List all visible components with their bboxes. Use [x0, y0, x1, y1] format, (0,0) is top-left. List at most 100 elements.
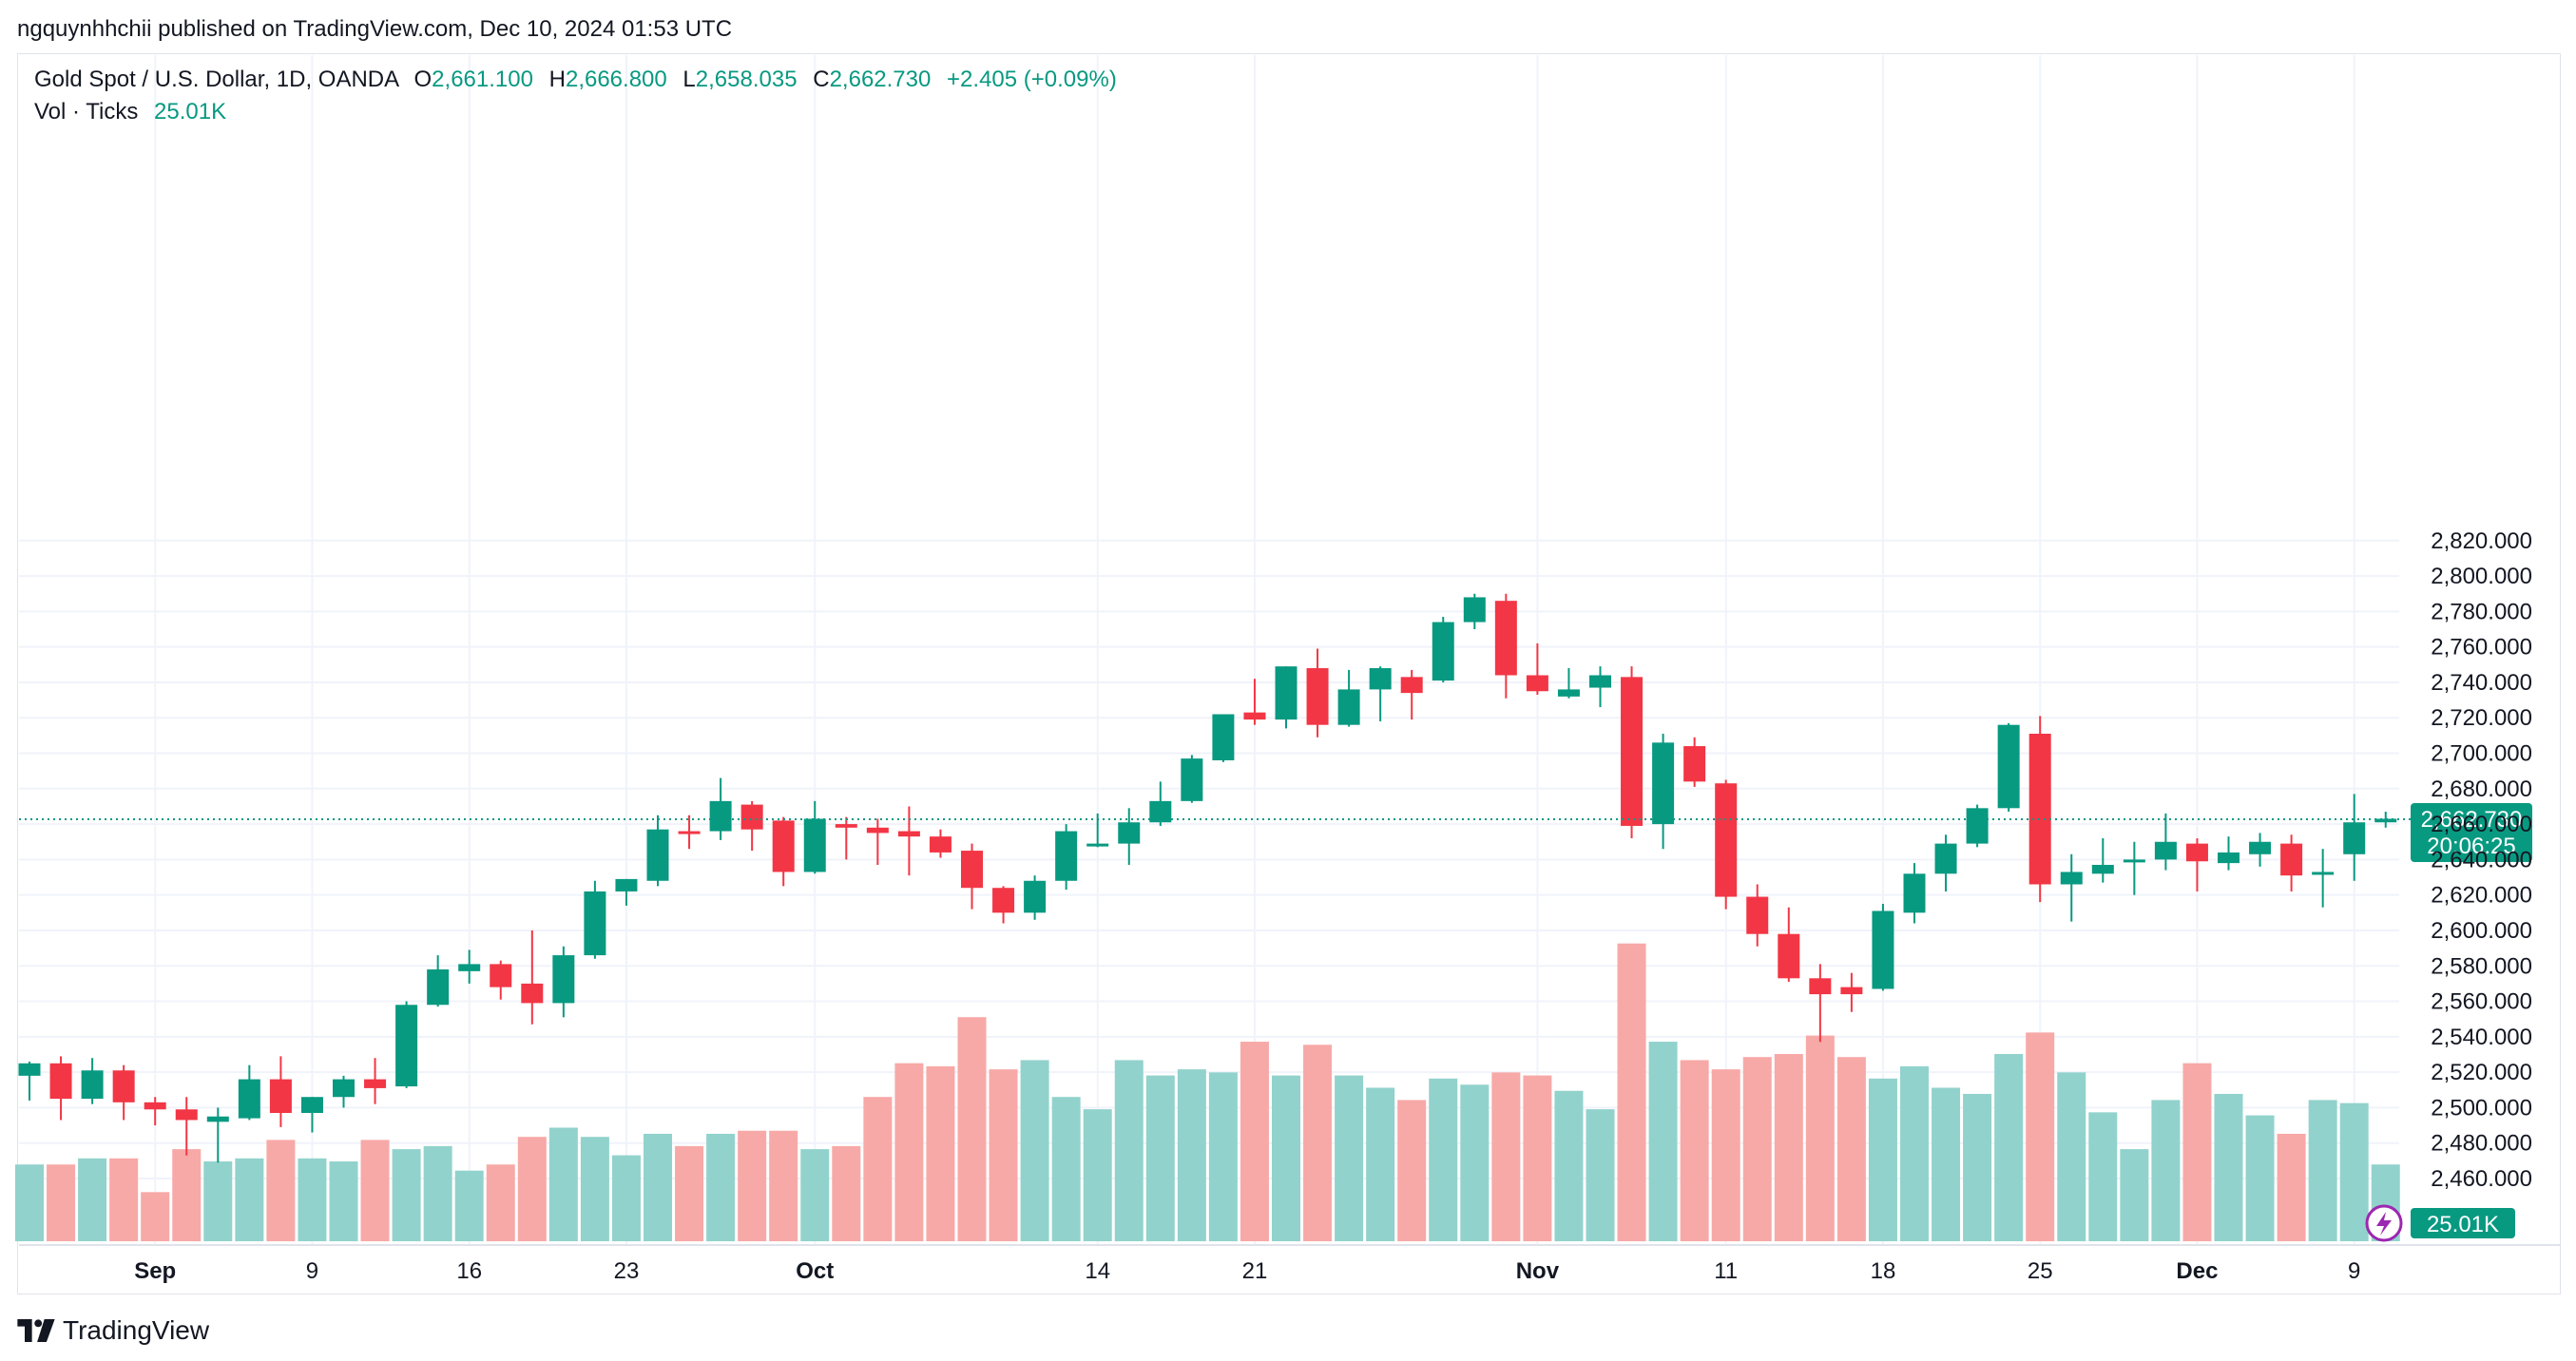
volume-bar — [1523, 1075, 1552, 1241]
candle-body — [2280, 843, 2303, 876]
y-tick-label: 2,520.000 — [2431, 1060, 2532, 1085]
y-tick-label: 2,540.000 — [2431, 1025, 2532, 1050]
x-tick-label: 9 — [306, 1258, 318, 1284]
volume-bar — [2088, 1112, 2118, 1241]
volume-bar — [1586, 1109, 1615, 1241]
volume-badge — [2411, 1208, 2515, 1238]
candle-body — [206, 1116, 229, 1122]
candle-body — [81, 1070, 104, 1100]
candle-body — [2374, 818, 2397, 823]
volume-bar — [1335, 1075, 1364, 1241]
legend-ohlc: Gold Spot / U.S. Dollar, 1D, OANDA O2,66… — [34, 67, 1117, 93]
volume-bar — [1303, 1045, 1333, 1241]
legend-volume-value: 25.01K — [154, 99, 227, 125]
volume-bar — [894, 1063, 924, 1241]
volume-bar — [1963, 1093, 1992, 1241]
volume-bar — [800, 1149, 830, 1241]
volume-bar — [517, 1137, 547, 1241]
candle-body — [678, 831, 701, 834]
volume-bar — [832, 1145, 861, 1241]
volume-bar — [203, 1161, 233, 1241]
tradingview-logo-icon — [17, 1319, 55, 1342]
candle-body — [395, 1005, 418, 1087]
footer-brand[interactable]: TradingView — [63, 1315, 210, 1345]
legend-volume-label[interactable]: Vol · Ticks — [34, 99, 139, 125]
candle-body — [1589, 675, 1611, 688]
candle-body — [18, 1063, 41, 1076]
legend-open-label: O — [413, 67, 433, 92]
volume-bar — [266, 1140, 296, 1241]
candle-body — [992, 888, 1015, 913]
candle-body — [1715, 783, 1738, 897]
chart-frame — [17, 53, 2561, 1294]
candle-body — [1306, 668, 1329, 725]
x-tick-label: Dec — [2176, 1258, 2218, 1284]
candle-body — [1809, 978, 1832, 995]
volume-bar — [1617, 943, 1646, 1241]
legend-high-value: 2,666.800 — [565, 67, 667, 92]
candle-body — [740, 804, 763, 830]
candle-body — [772, 820, 795, 872]
volume-bar — [580, 1137, 609, 1241]
lightning-icon-bolt — [2376, 1212, 2392, 1236]
candle-body — [2091, 864, 2114, 874]
candle-body — [1746, 896, 1769, 934]
candle-body — [1778, 933, 1800, 979]
volume-bar — [1994, 1053, 2024, 1241]
legend-open-value: 2,661.100 — [432, 67, 533, 92]
volume-bar — [1900, 1065, 1929, 1241]
candle-body — [1369, 668, 1392, 690]
y-tick-label: 2,500.000 — [2431, 1095, 2532, 1121]
footer: TradingView — [17, 1312, 209, 1350]
volume-bar — [1397, 1100, 1427, 1241]
volume-bar — [738, 1130, 767, 1241]
last-price-label: 2,662.730 — [2421, 807, 2523, 833]
candle-body — [175, 1109, 198, 1121]
x-tick-label: 25 — [2028, 1258, 2053, 1284]
candle-body — [615, 878, 638, 891]
volume-bar — [47, 1164, 76, 1241]
candle-body — [897, 831, 920, 837]
volume-bar — [1051, 1097, 1081, 1241]
x-tick-label: 21 — [1242, 1258, 1268, 1284]
x-tick-label: Nov — [1516, 1258, 1560, 1284]
volume-badge-label: 25.01K — [2427, 1212, 2499, 1237]
x-tick-label: Sep — [134, 1258, 176, 1284]
legend-change: +2.405 (+0.09%) — [947, 67, 1117, 92]
candle-body — [1840, 987, 1863, 995]
volume-bar — [1208, 1072, 1238, 1241]
legend-volume: Vol · Ticks 25.01K — [34, 99, 226, 125]
candle-body — [1149, 800, 1172, 823]
candle-body — [1181, 758, 1203, 801]
candle-body — [1086, 843, 1109, 847]
candle-body — [144, 1102, 166, 1110]
candle-body — [1212, 714, 1235, 760]
volume-bar — [1083, 1109, 1112, 1241]
candle-body — [2312, 872, 2335, 875]
last-price-badge — [2411, 803, 2532, 863]
volume-bar — [486, 1164, 515, 1241]
volume-bar — [2214, 1093, 2243, 1241]
volume-bar — [1460, 1084, 1490, 1241]
x-tick-label: 9 — [2348, 1258, 2360, 1284]
candle-body — [238, 1079, 260, 1119]
y-tick-label: 2,480.000 — [2431, 1131, 2532, 1157]
legend-high-label: H — [548, 67, 566, 92]
volume-bar — [1177, 1069, 1206, 1241]
volume-bar — [548, 1127, 578, 1241]
y-tick-label: 2,580.000 — [2431, 953, 2532, 979]
candle-body — [2123, 859, 2145, 863]
candle-body — [458, 964, 481, 971]
legend-symbol[interactable]: Gold Spot / U.S. Dollar, 1D, OANDA — [34, 67, 398, 92]
candle-body — [490, 964, 512, 987]
volume-bar — [235, 1158, 264, 1241]
volume-bar — [1272, 1075, 1300, 1241]
volume-bar — [611, 1155, 641, 1241]
y-tick-label: 2,460.000 — [2431, 1166, 2532, 1192]
y-tick-label: 2,660.000 — [2431, 812, 2532, 837]
volume-bar — [1554, 1090, 1584, 1241]
volume-bar — [2182, 1063, 2212, 1241]
candle-body — [709, 800, 732, 832]
y-tick-label: 2,700.000 — [2431, 741, 2532, 767]
